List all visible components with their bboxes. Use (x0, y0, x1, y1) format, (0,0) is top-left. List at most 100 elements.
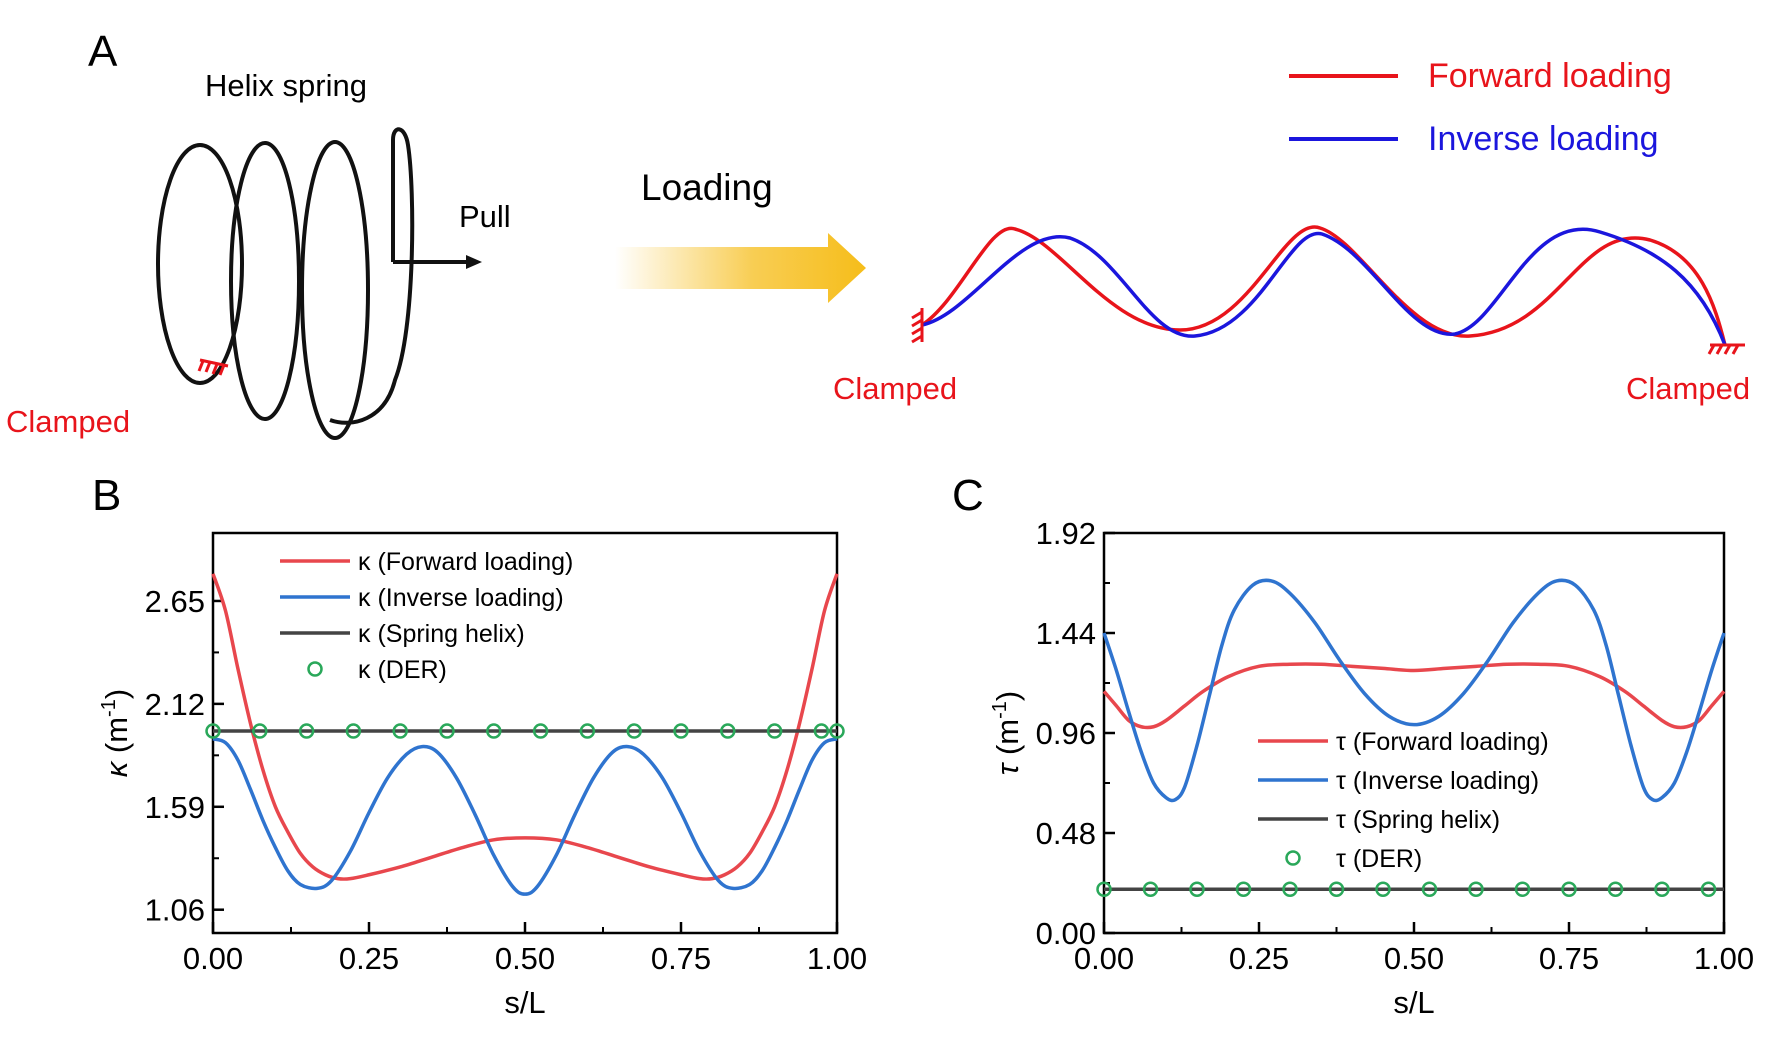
x-axis-title: s/L (1393, 985, 1434, 1020)
clamped-right-label: Clamped (1626, 371, 1750, 406)
y-axis-exponent: -1 (989, 701, 1011, 719)
series-line-forward-loading (211, 573, 839, 881)
der-marker (673, 723, 689, 739)
y-axis-exponent: -1 (98, 699, 120, 717)
panel-a-label: A (88, 27, 118, 76)
panel-a: A Helix spring Pull Clamped Loading Forw… (6, 27, 1750, 440)
series-line-inverse-loading (212, 737, 838, 896)
legend-inverse-label: Inverse loading (1428, 120, 1659, 158)
y-axis-close: ) (99, 689, 134, 699)
y-tick-label: 1.44 (1036, 616, 1096, 651)
der-marker (813, 723, 830, 739)
x-tick-label: 0.25 (1229, 941, 1289, 976)
legend-label: κ (DER) (358, 656, 447, 684)
der-marker (829, 723, 845, 739)
y-tick-label: 0.96 (1036, 716, 1096, 751)
legend-label: τ (DER) (1336, 845, 1422, 873)
der-marker (298, 723, 315, 739)
panel-b-label: B (92, 471, 121, 520)
der-marker (1142, 881, 1159, 897)
helix-title: Helix spring (205, 68, 367, 103)
left-clamp-icon (911, 308, 924, 344)
y-axis-symbol: κ (99, 760, 134, 777)
der-marker (1468, 881, 1484, 897)
der-marker (392, 723, 408, 739)
legend-label: τ (Forward loading) (1336, 728, 1549, 756)
helix-coil-1 (156, 143, 244, 385)
y-tick-label: 2.65 (145, 584, 205, 619)
der-marker (205, 723, 221, 739)
panel-c-label: C (952, 471, 984, 520)
x-tick-label: 0.75 (1539, 941, 1599, 976)
der-marker (1607, 881, 1624, 897)
der-marker (252, 723, 268, 739)
y-tick-label: 1.92 (1036, 516, 1096, 551)
helix-clamp-icon (197, 358, 229, 376)
der-marker (1328, 881, 1345, 897)
der-marker (486, 723, 502, 739)
der-marker (1654, 881, 1670, 897)
der-marker (766, 723, 783, 739)
legend-label: κ (Forward loading) (358, 548, 573, 576)
der-marker (579, 723, 596, 739)
der-marker (1561, 881, 1577, 897)
y-tick-label: 1.59 (145, 790, 205, 825)
helix-coil-3 (300, 140, 370, 440)
der-marker (1189, 881, 1205, 897)
x-tick-label: 0.50 (495, 941, 555, 976)
helix-coil-4 (329, 127, 415, 425)
der-marker (626, 723, 642, 739)
panel-a-legend: Forward loading Inverse loading (1289, 57, 1672, 158)
forward-loading-shape (921, 225, 1727, 346)
x-tick-label: 0.50 (1384, 941, 1444, 976)
series-line-inverse-loading (1102, 578, 1726, 803)
y-tick-label: 1.06 (145, 893, 205, 928)
y-tick-label: 0.00 (1036, 916, 1096, 951)
right-clamp-icon (1707, 343, 1745, 355)
der-marker (345, 723, 362, 739)
legend-forward-label: Forward loading (1428, 57, 1672, 95)
y-axis-unit: (m (990, 719, 1025, 764)
der-marker (1235, 881, 1252, 897)
y-axis-title: κ (m-1) (98, 689, 134, 777)
chart-c: 0.00 0.25 0.50 0.75 1.00 0.00 0.48 0.96 1.44 1.92… (989, 516, 1754, 1020)
der-marker (532, 723, 549, 739)
y-tick-label: 2.12 (145, 687, 205, 722)
x-tick-label: 0.75 (651, 941, 711, 976)
clamped-helix-label: Clamped (6, 404, 130, 439)
x-tick-label: 0.00 (183, 941, 243, 976)
inverse-loading-shape (921, 227, 1727, 346)
helix-spring-drawing (156, 127, 470, 440)
pull-label: Pull (459, 199, 511, 234)
der-marker (1700, 881, 1717, 897)
x-axis-title: s/L (504, 985, 545, 1020)
x-tick-label: 0.25 (339, 941, 399, 976)
legend-label: τ (Spring helix) (1336, 806, 1500, 834)
legend-swatch-marker (1285, 850, 1301, 866)
helix-coil-2 (229, 141, 301, 421)
loading-label: Loading (641, 167, 773, 208)
x-tick-label: 1.00 (807, 941, 867, 976)
chart-b: 0.00 0.25 0.50 0.75 1.00 1.06 1.59 2.12 2.65 s/L κ… (98, 531, 867, 1020)
legend-label: κ (Inverse loading) (358, 584, 564, 612)
clamped-left-label: Clamped (833, 371, 957, 406)
der-marker (1514, 881, 1531, 897)
der-marker (1375, 881, 1391, 897)
der-marker (1096, 881, 1112, 897)
legend-label: κ (Spring helix) (358, 620, 525, 648)
der-marker (439, 723, 455, 739)
y-axis-title: τ (m-1) (989, 691, 1025, 776)
x-tick-label: 1.00 (1694, 941, 1754, 976)
y-tick-label: 0.48 (1036, 816, 1096, 851)
der-marker (720, 723, 736, 739)
der-marker (1282, 881, 1298, 897)
loading-arrow-icon (615, 233, 866, 303)
legend-swatch-marker (307, 661, 323, 677)
x-tick-label: 0.00 (1074, 941, 1134, 976)
y-axis-symbol: τ (990, 761, 1025, 775)
der-marker (1421, 881, 1438, 897)
pull-arrow-icon (466, 255, 482, 269)
y-axis-unit: (m (99, 717, 134, 762)
legend-label: τ (Inverse loading) (1336, 767, 1539, 795)
